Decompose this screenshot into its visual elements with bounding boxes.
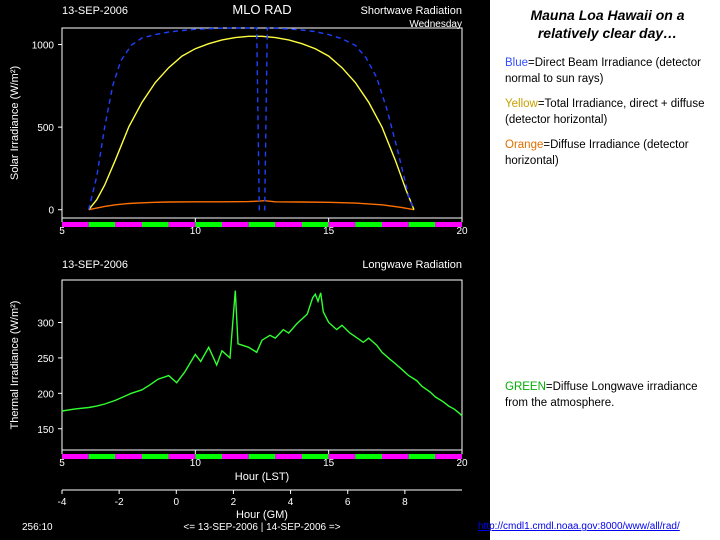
svg-text:8: 8 [402, 497, 408, 508]
chart-panel: 13-SEP-2006MLO RADShortwave RadiationWed… [0, 0, 490, 540]
svg-text:150: 150 [37, 425, 54, 436]
svg-text:-2: -2 [115, 497, 124, 508]
svg-text:1000: 1000 [32, 41, 55, 52]
source-url[interactable]: http://cmdl1.cmdl.noaa.gov:8000/www/all/… [478, 521, 680, 532]
svg-text:10: 10 [190, 458, 202, 469]
svg-text:15: 15 [323, 458, 335, 469]
svg-text:<= 13-SEP-2006 | 14-SEP-2006 =: <= 13-SEP-2006 | 14-SEP-2006 => [183, 522, 340, 533]
svg-text:20: 20 [456, 458, 468, 469]
svg-text:10: 10 [190, 226, 202, 237]
legend-yellow: Yellow=Total Irradiance, direct + diffus… [505, 97, 710, 128]
lw-legend: GREEN=Diffuse Longwave irradiance from t… [495, 370, 720, 421]
svg-text:250: 250 [37, 354, 54, 365]
sw-legend: Blue=Direct Beam Irradiance (detector no… [495, 56, 720, 169]
svg-text:256:10: 256:10 [22, 522, 53, 533]
svg-text:5: 5 [59, 458, 65, 469]
svg-text:Hour (LST): Hour (LST) [235, 471, 289, 483]
svg-text:20: 20 [456, 226, 468, 237]
right-column: Mauna Loa Hawaii on a relatively clear d… [495, 0, 720, 540]
svg-text:2: 2 [231, 497, 237, 508]
svg-text:Thermal Irradiance (W/m²): Thermal Irradiance (W/m²) [9, 301, 21, 430]
svg-text:0: 0 [174, 497, 180, 508]
svg-text:Shortwave Radiation: Shortwave Radiation [360, 5, 462, 17]
svg-text:300: 300 [37, 319, 54, 330]
charts-svg: 13-SEP-2006MLO RADShortwave RadiationWed… [0, 0, 490, 540]
legend-green: GREEN=Diffuse Longwave irradiance from t… [505, 380, 710, 411]
svg-text:15: 15 [323, 226, 335, 237]
svg-text:500: 500 [37, 123, 54, 134]
legend-blue: Blue=Direct Beam Irradiance (detector no… [505, 56, 710, 87]
svg-text:6: 6 [345, 497, 351, 508]
svg-text:-4: -4 [58, 497, 67, 508]
svg-text:5: 5 [59, 226, 65, 237]
svg-text:Solar Irradiance (W/m²): Solar Irradiance (W/m²) [9, 66, 21, 180]
legend-orange: Orange=Diffuse Irradiance (detector hori… [505, 138, 710, 169]
svg-text:4: 4 [288, 497, 294, 508]
svg-text:13-SEP-2006: 13-SEP-2006 [62, 5, 128, 17]
svg-text:MLO RAD: MLO RAD [232, 2, 291, 17]
svg-text:Longwave Radiation: Longwave Radiation [362, 259, 462, 271]
svg-text:13-SEP-2006: 13-SEP-2006 [62, 259, 128, 271]
svg-text:200: 200 [37, 389, 54, 400]
svg-text:0: 0 [48, 206, 54, 217]
svg-text:Hour (GM): Hour (GM) [236, 509, 288, 521]
page-title: Mauna Loa Hawaii on a relatively clear d… [503, 6, 712, 42]
